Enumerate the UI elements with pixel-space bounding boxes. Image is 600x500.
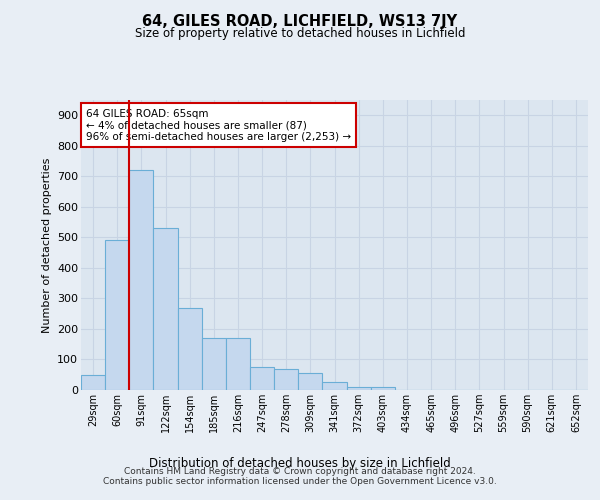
Bar — [250, 367, 274, 390]
Text: Distribution of detached houses by size in Lichfield: Distribution of detached houses by size … — [149, 458, 451, 470]
Text: Size of property relative to detached houses in Lichfield: Size of property relative to detached ho… — [135, 28, 465, 40]
Bar — [202, 338, 226, 390]
Bar — [178, 308, 202, 390]
Text: 64 GILES ROAD: 65sqm
← 4% of detached houses are smaller (87)
96% of semi-detach: 64 GILES ROAD: 65sqm ← 4% of detached ho… — [86, 108, 351, 142]
Y-axis label: Number of detached properties: Number of detached properties — [41, 158, 52, 332]
Bar — [226, 338, 250, 390]
Bar — [322, 382, 347, 390]
Bar — [347, 387, 371, 390]
Text: Contains HM Land Registry data © Crown copyright and database right 2024.
Contai: Contains HM Land Registry data © Crown c… — [103, 466, 497, 486]
Bar — [274, 368, 298, 390]
Text: 64, GILES ROAD, LICHFIELD, WS13 7JY: 64, GILES ROAD, LICHFIELD, WS13 7JY — [142, 14, 458, 29]
Bar — [298, 373, 322, 390]
Bar — [371, 387, 395, 390]
Bar — [81, 374, 105, 390]
Bar — [154, 228, 178, 390]
Bar — [129, 170, 154, 390]
Bar — [105, 240, 129, 390]
